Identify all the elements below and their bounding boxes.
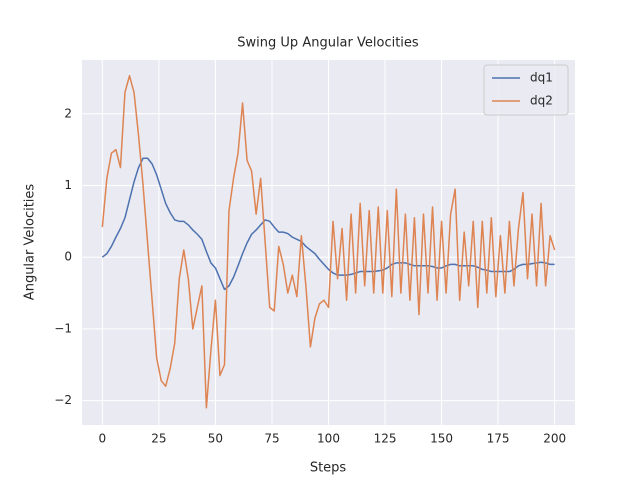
data-line xyxy=(101,75,556,409)
legend-label: dq1 xyxy=(530,71,553,85)
y-tick-label: 0 xyxy=(64,250,72,264)
y-tick-label: −2 xyxy=(54,393,72,407)
x-tick-label: 0 xyxy=(99,432,107,446)
x-tick-label: 200 xyxy=(543,432,566,446)
x-tick-label: 25 xyxy=(151,432,166,446)
x-tick-label: 175 xyxy=(487,432,510,446)
legend-box xyxy=(483,64,569,116)
x-tick-label: 125 xyxy=(374,432,397,446)
x-tick-label: 100 xyxy=(317,432,340,446)
y-tick-label: −1 xyxy=(54,321,72,335)
y-axis-label: Angular Velocities xyxy=(23,184,38,301)
x-tick-label: 150 xyxy=(430,432,453,446)
y-tick-label: 2 xyxy=(64,106,72,120)
chart-title: Swing Up Angular Velocities xyxy=(237,36,419,51)
x-tick-label: 50 xyxy=(208,432,223,446)
x-tick-label: 75 xyxy=(264,432,279,446)
legend-label: dq2 xyxy=(530,94,553,108)
x-axis-label: Steps xyxy=(310,461,347,476)
y-tick-label: 1 xyxy=(64,178,72,192)
